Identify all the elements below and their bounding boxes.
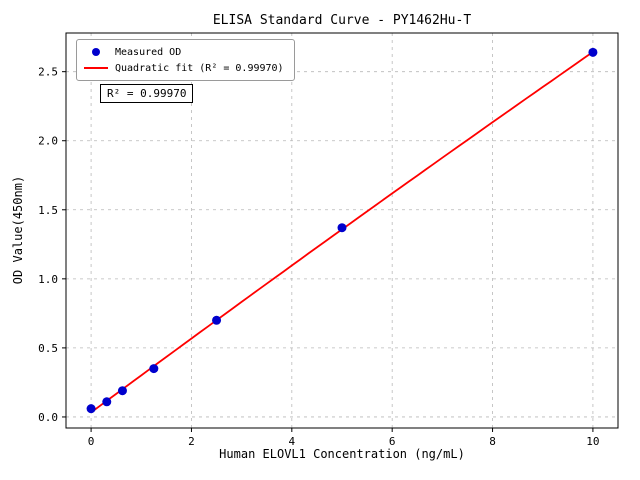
x-tick-label: 0 [88, 435, 95, 448]
legend-item-measured-od: Measured OD [81, 44, 284, 60]
red-line-marker-icon [84, 67, 108, 69]
legend-swatch [81, 48, 111, 56]
data-point [117, 386, 127, 396]
x-tick-label: 8 [489, 435, 496, 448]
blue-dot-marker-icon [92, 48, 100, 56]
x-tick-label: 2 [188, 435, 195, 448]
y-tick-label: 0.5 [38, 342, 58, 355]
chart-legend: Measured OD Quadratic fit (R² = 0.99970) [76, 39, 295, 81]
x-tick-label: 4 [289, 435, 296, 448]
data-point [588, 47, 598, 57]
data-point [149, 364, 159, 374]
data-point [102, 397, 112, 407]
x-tick-label: 6 [389, 435, 396, 448]
chart-title: ELISA Standard Curve - PY1462Hu-T [213, 13, 471, 28]
y-axis-label: OD Value(450nm) [11, 176, 25, 284]
y-tick-label: 2.5 [38, 66, 58, 79]
x-tick-label: 10 [586, 435, 599, 448]
legend-label-measured-od: Measured OD [115, 46, 182, 58]
y-tick-label: 1.5 [38, 204, 58, 217]
plot-frame [65, 32, 619, 429]
data-point [212, 315, 222, 325]
legend-item-quadratic-fit: Quadratic fit (R² = 0.99970) [81, 60, 284, 76]
data-point [337, 223, 347, 233]
r-squared-annotation: R² = 0.99970 [100, 84, 194, 103]
plot-layer: 0 2 4 6 8 10 0.0 0.5 1.0 1.5 2.0 2.5 [38, 32, 619, 448]
y-tick-label: 0.0 [38, 411, 58, 424]
y-tick-label: 1.0 [38, 273, 58, 286]
data-point [86, 404, 96, 414]
legend-swatch [81, 67, 111, 69]
legend-label-quadratic-fit: Quadratic fit (R² = 0.99970) [115, 62, 284, 74]
x-axis-label: Human ELOVL1 Concentration (ng/mL) [219, 447, 465, 461]
y-tick-label: 2.0 [38, 135, 58, 148]
